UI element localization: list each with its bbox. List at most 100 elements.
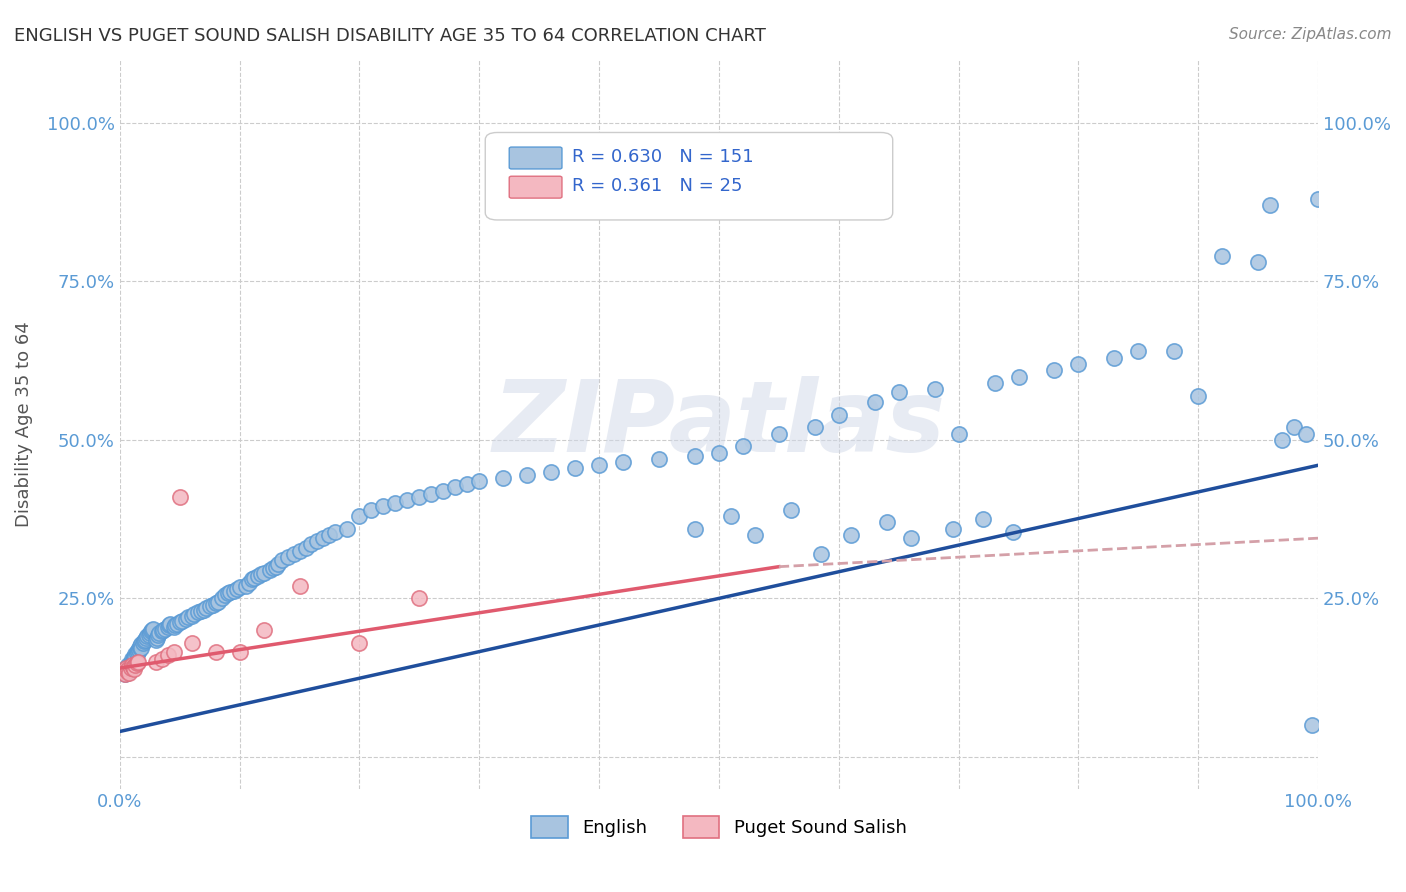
Point: [283, 547, 305, 561]
Point: [1308, 192, 1330, 206]
Point: [127, 643, 149, 657]
Point: [131, 636, 153, 650]
FancyBboxPatch shape: [485, 133, 893, 220]
Point: [468, 474, 491, 488]
Point: [948, 426, 970, 441]
Point: [294, 541, 316, 555]
Point: [779, 502, 801, 516]
Point: [217, 586, 239, 600]
Point: [408, 490, 430, 504]
Point: [214, 588, 236, 602]
Point: [360, 502, 382, 516]
Point: [839, 528, 862, 542]
Point: [115, 662, 138, 676]
Legend: English, Puget Sound Salish: English, Puget Sound Salish: [524, 809, 914, 845]
Point: [731, 439, 754, 453]
Point: [420, 487, 443, 501]
Point: [120, 661, 142, 675]
Point: [318, 528, 340, 542]
Point: [876, 516, 898, 530]
Point: [1282, 420, 1305, 434]
Point: [121, 651, 143, 665]
Point: [942, 522, 965, 536]
Point: [193, 603, 215, 617]
Point: [288, 544, 311, 558]
Point: [114, 661, 136, 675]
Point: [307, 534, 329, 549]
Point: [243, 571, 266, 585]
Point: [228, 580, 250, 594]
Point: [204, 597, 226, 611]
Point: [120, 656, 142, 670]
Point: [136, 629, 159, 643]
Point: [127, 655, 149, 669]
Point: [983, 376, 1005, 390]
Point: [150, 651, 173, 665]
Point: [121, 657, 143, 672]
Point: [180, 609, 202, 624]
Point: [707, 445, 730, 459]
Point: [163, 620, 186, 634]
Point: [174, 612, 197, 626]
Point: [115, 665, 138, 679]
Point: [683, 522, 706, 536]
Point: [117, 661, 139, 675]
Point: [432, 483, 454, 498]
Point: [301, 537, 323, 551]
Point: [169, 615, 191, 630]
Point: [125, 656, 148, 670]
Point: [120, 657, 142, 672]
Point: [138, 628, 160, 642]
Point: [121, 655, 143, 669]
Point: [246, 569, 269, 583]
Point: [131, 637, 153, 651]
Point: [118, 660, 141, 674]
Point: [804, 420, 827, 434]
Point: [150, 624, 173, 639]
Point: [122, 662, 145, 676]
Point: [112, 665, 135, 679]
Text: Source: ZipAtlas.com: Source: ZipAtlas.com: [1229, 27, 1392, 42]
Point: [163, 645, 186, 659]
Point: [124, 647, 146, 661]
Point: [720, 508, 742, 523]
Point: [1163, 344, 1185, 359]
Point: [139, 624, 162, 639]
Point: [128, 643, 150, 657]
Point: [170, 614, 193, 628]
Point: [156, 620, 179, 634]
Point: [152, 623, 174, 637]
Point: [252, 623, 274, 637]
Point: [259, 563, 281, 577]
Point: [219, 585, 242, 599]
Point: [1007, 369, 1029, 384]
Point: [122, 656, 145, 670]
FancyBboxPatch shape: [509, 177, 562, 198]
Point: [1001, 524, 1024, 539]
Point: [1067, 357, 1090, 371]
Point: [169, 490, 191, 504]
Point: [744, 528, 766, 542]
Point: [142, 622, 165, 636]
Point: [166, 616, 188, 631]
Point: [134, 632, 156, 647]
Text: ENGLISH VS PUGET SOUND SALISH DISABILITY AGE 35 TO 64 CORRELATION CHART: ENGLISH VS PUGET SOUND SALISH DISABILITY…: [14, 27, 766, 45]
Point: [1128, 344, 1150, 359]
Point: [1043, 363, 1066, 377]
Point: [312, 531, 335, 545]
Point: [270, 553, 292, 567]
Point: [198, 599, 221, 613]
Point: [1247, 255, 1270, 269]
Point: [131, 640, 153, 655]
Point: [238, 575, 260, 590]
Point: [1104, 351, 1126, 365]
Point: [408, 591, 430, 606]
Point: [540, 465, 562, 479]
Point: [148, 626, 170, 640]
Point: [276, 550, 298, 565]
Point: [900, 531, 922, 545]
Point: [122, 651, 145, 665]
Point: [924, 382, 946, 396]
Point: [163, 618, 186, 632]
Point: [612, 455, 634, 469]
